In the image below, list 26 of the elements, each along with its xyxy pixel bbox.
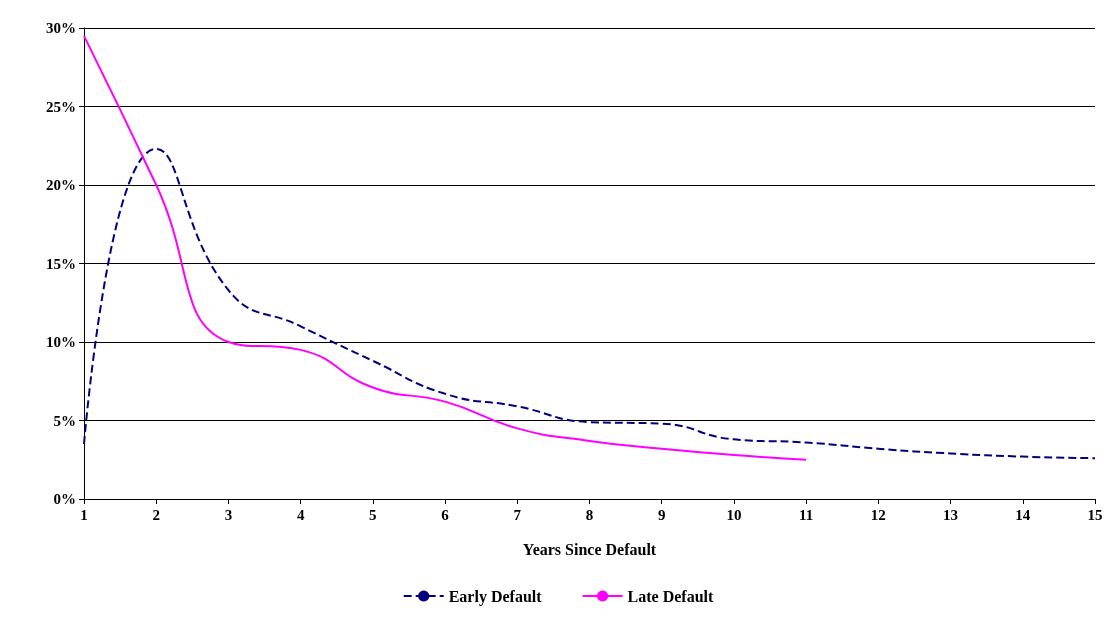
y-tick-label: 10%	[46, 334, 76, 350]
x-tick-label: 6	[441, 506, 450, 523]
x-tick-label: 1	[80, 506, 88, 523]
y-tick-label: 30%	[46, 20, 76, 36]
x-tick-label: 11	[799, 506, 814, 523]
legend-label: Late Default	[627, 587, 714, 605]
x-tick-label: 15	[1087, 506, 1103, 523]
x-tick-label: 10	[726, 506, 742, 523]
x-tick-label: 7	[513, 506, 522, 523]
x-axis-title: Years Since Default	[522, 540, 657, 558]
y-tick-label: 0%	[53, 491, 76, 507]
y-tick-label: 5%	[53, 412, 76, 429]
x-tick-label: 12	[870, 506, 886, 523]
x-tick-label: 5	[369, 506, 377, 523]
y-tick-label: 25%	[46, 98, 76, 115]
y-tick-label: 20%	[46, 177, 76, 193]
x-tick-label: 3	[224, 506, 233, 523]
x-tick-label: 14	[1015, 506, 1031, 523]
x-tick-label: 8	[585, 506, 594, 523]
y-tick-label: 15%	[46, 255, 76, 272]
line-series	[83, 34, 808, 461]
x-tick-label: 4	[296, 506, 305, 523]
x-tick-label: 2	[152, 506, 160, 523]
x-tick-label: 9	[657, 506, 666, 523]
x-tick-label: 13	[943, 506, 959, 523]
legend-label: Early Default	[448, 587, 543, 606]
